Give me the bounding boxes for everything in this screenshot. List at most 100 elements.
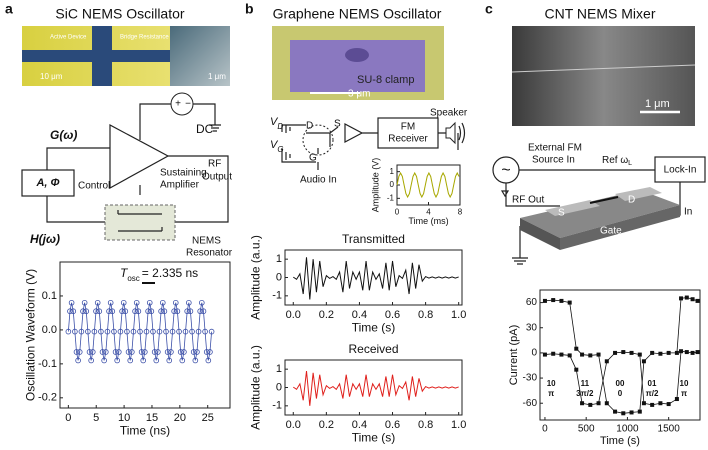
data-point bbox=[146, 299, 153, 306]
label: Receiver bbox=[388, 134, 428, 145]
data-point bbox=[163, 328, 169, 335]
y-tick-label: -1 bbox=[387, 193, 395, 202]
data-point bbox=[198, 299, 205, 306]
data-point bbox=[674, 350, 679, 355]
x-tick-label: 20 bbox=[174, 412, 186, 424]
data-point bbox=[637, 352, 642, 357]
data-point bbox=[604, 359, 609, 364]
data-point bbox=[567, 300, 572, 305]
data-point bbox=[65, 328, 72, 335]
data-point bbox=[177, 349, 184, 355]
data-point bbox=[91, 328, 98, 335]
data-point bbox=[143, 328, 150, 335]
plot-frame bbox=[59, 261, 231, 409]
data-point bbox=[580, 401, 585, 406]
sem-image bbox=[92, 26, 112, 86]
data-point bbox=[138, 349, 145, 355]
plot-frame bbox=[396, 164, 461, 206]
y-tick-label: 0 bbox=[276, 271, 282, 283]
data-point bbox=[542, 352, 547, 357]
x-tick-label: 0 bbox=[395, 207, 400, 216]
data-point bbox=[166, 357, 173, 364]
data-point bbox=[88, 357, 94, 364]
data-point bbox=[674, 397, 679, 402]
label: Gate bbox=[600, 226, 622, 237]
state-label: 10 bbox=[680, 379, 689, 388]
x-tick-label: 500 bbox=[578, 424, 595, 435]
data-point bbox=[94, 299, 101, 306]
data-point bbox=[156, 328, 163, 335]
data-point bbox=[604, 401, 609, 406]
data-point bbox=[161, 308, 168, 315]
series-line bbox=[544, 297, 698, 414]
label: DC bbox=[196, 122, 214, 136]
data-point bbox=[155, 349, 161, 355]
data-point bbox=[127, 357, 134, 364]
label: Control bbox=[78, 181, 110, 192]
x-tick-label: 25 bbox=[202, 412, 214, 424]
circuit bbox=[281, 117, 466, 170]
data-point bbox=[684, 350, 689, 355]
label: Resonator bbox=[186, 248, 233, 259]
data-point bbox=[107, 299, 114, 306]
data-point bbox=[574, 367, 579, 372]
data-point bbox=[135, 308, 142, 315]
series-line bbox=[544, 350, 698, 406]
data-point bbox=[85, 328, 91, 335]
y-axis-label: Current (pA) bbox=[508, 325, 520, 386]
data-point bbox=[112, 349, 119, 355]
data-point bbox=[658, 401, 663, 406]
y-tick-label: -30 bbox=[523, 373, 538, 384]
data-point bbox=[190, 349, 197, 355]
label: FM bbox=[401, 122, 415, 133]
label: D bbox=[628, 195, 635, 206]
data-point bbox=[83, 308, 90, 315]
data-point bbox=[132, 308, 138, 315]
data-point bbox=[200, 308, 207, 315]
data-point bbox=[551, 351, 556, 356]
x-tick-label: 0.6 bbox=[385, 309, 400, 321]
x-tick-label: 15 bbox=[146, 412, 158, 424]
label: Audio In bbox=[300, 175, 337, 186]
data-point bbox=[140, 357, 147, 364]
label: S bbox=[334, 119, 341, 130]
annotation: T bbox=[120, 266, 129, 280]
x-axis-label: Time (s) bbox=[600, 435, 640, 447]
x-tick-label: 0.2 bbox=[319, 309, 334, 321]
data-point bbox=[68, 299, 75, 306]
scale-label: 10 μm bbox=[40, 72, 63, 81]
data-point bbox=[158, 308, 164, 315]
y-tick-label: 0 bbox=[390, 180, 395, 189]
x-tick-label: 8 bbox=[458, 207, 463, 216]
data-point bbox=[613, 409, 618, 414]
label: VG bbox=[270, 139, 284, 154]
x-tick-label: 0.0 bbox=[286, 419, 301, 431]
label: ~ bbox=[501, 162, 510, 179]
data-point bbox=[145, 308, 151, 315]
data-point bbox=[641, 401, 646, 406]
data-point bbox=[690, 297, 695, 302]
sem-label: Active Device bbox=[50, 35, 87, 41]
data-point bbox=[80, 308, 86, 315]
x-tick-label: 5 bbox=[93, 412, 99, 424]
x-tick-label: 1000 bbox=[616, 424, 639, 435]
y-tick-label: 1 bbox=[276, 253, 282, 265]
data-point bbox=[125, 349, 132, 355]
data-point bbox=[187, 308, 194, 315]
data-point bbox=[197, 308, 203, 315]
data-point bbox=[613, 350, 618, 355]
data-point bbox=[114, 357, 120, 364]
x-tick-label: 0.2 bbox=[319, 419, 334, 431]
panel-letter: c bbox=[485, 1, 493, 17]
y-tick-label: 1 bbox=[276, 363, 282, 375]
data-point bbox=[205, 357, 212, 364]
chart-title: Received bbox=[348, 342, 398, 356]
y-tick-label: -1 bbox=[272, 290, 282, 302]
label: Lock-In bbox=[664, 165, 697, 176]
circuit bbox=[492, 156, 706, 265]
data-point bbox=[117, 328, 124, 335]
data-point bbox=[182, 328, 189, 335]
y-axis-label: Amplitude (a.u.) bbox=[249, 345, 263, 430]
state-label: 11 bbox=[581, 379, 590, 388]
label: RF Out bbox=[512, 195, 544, 206]
